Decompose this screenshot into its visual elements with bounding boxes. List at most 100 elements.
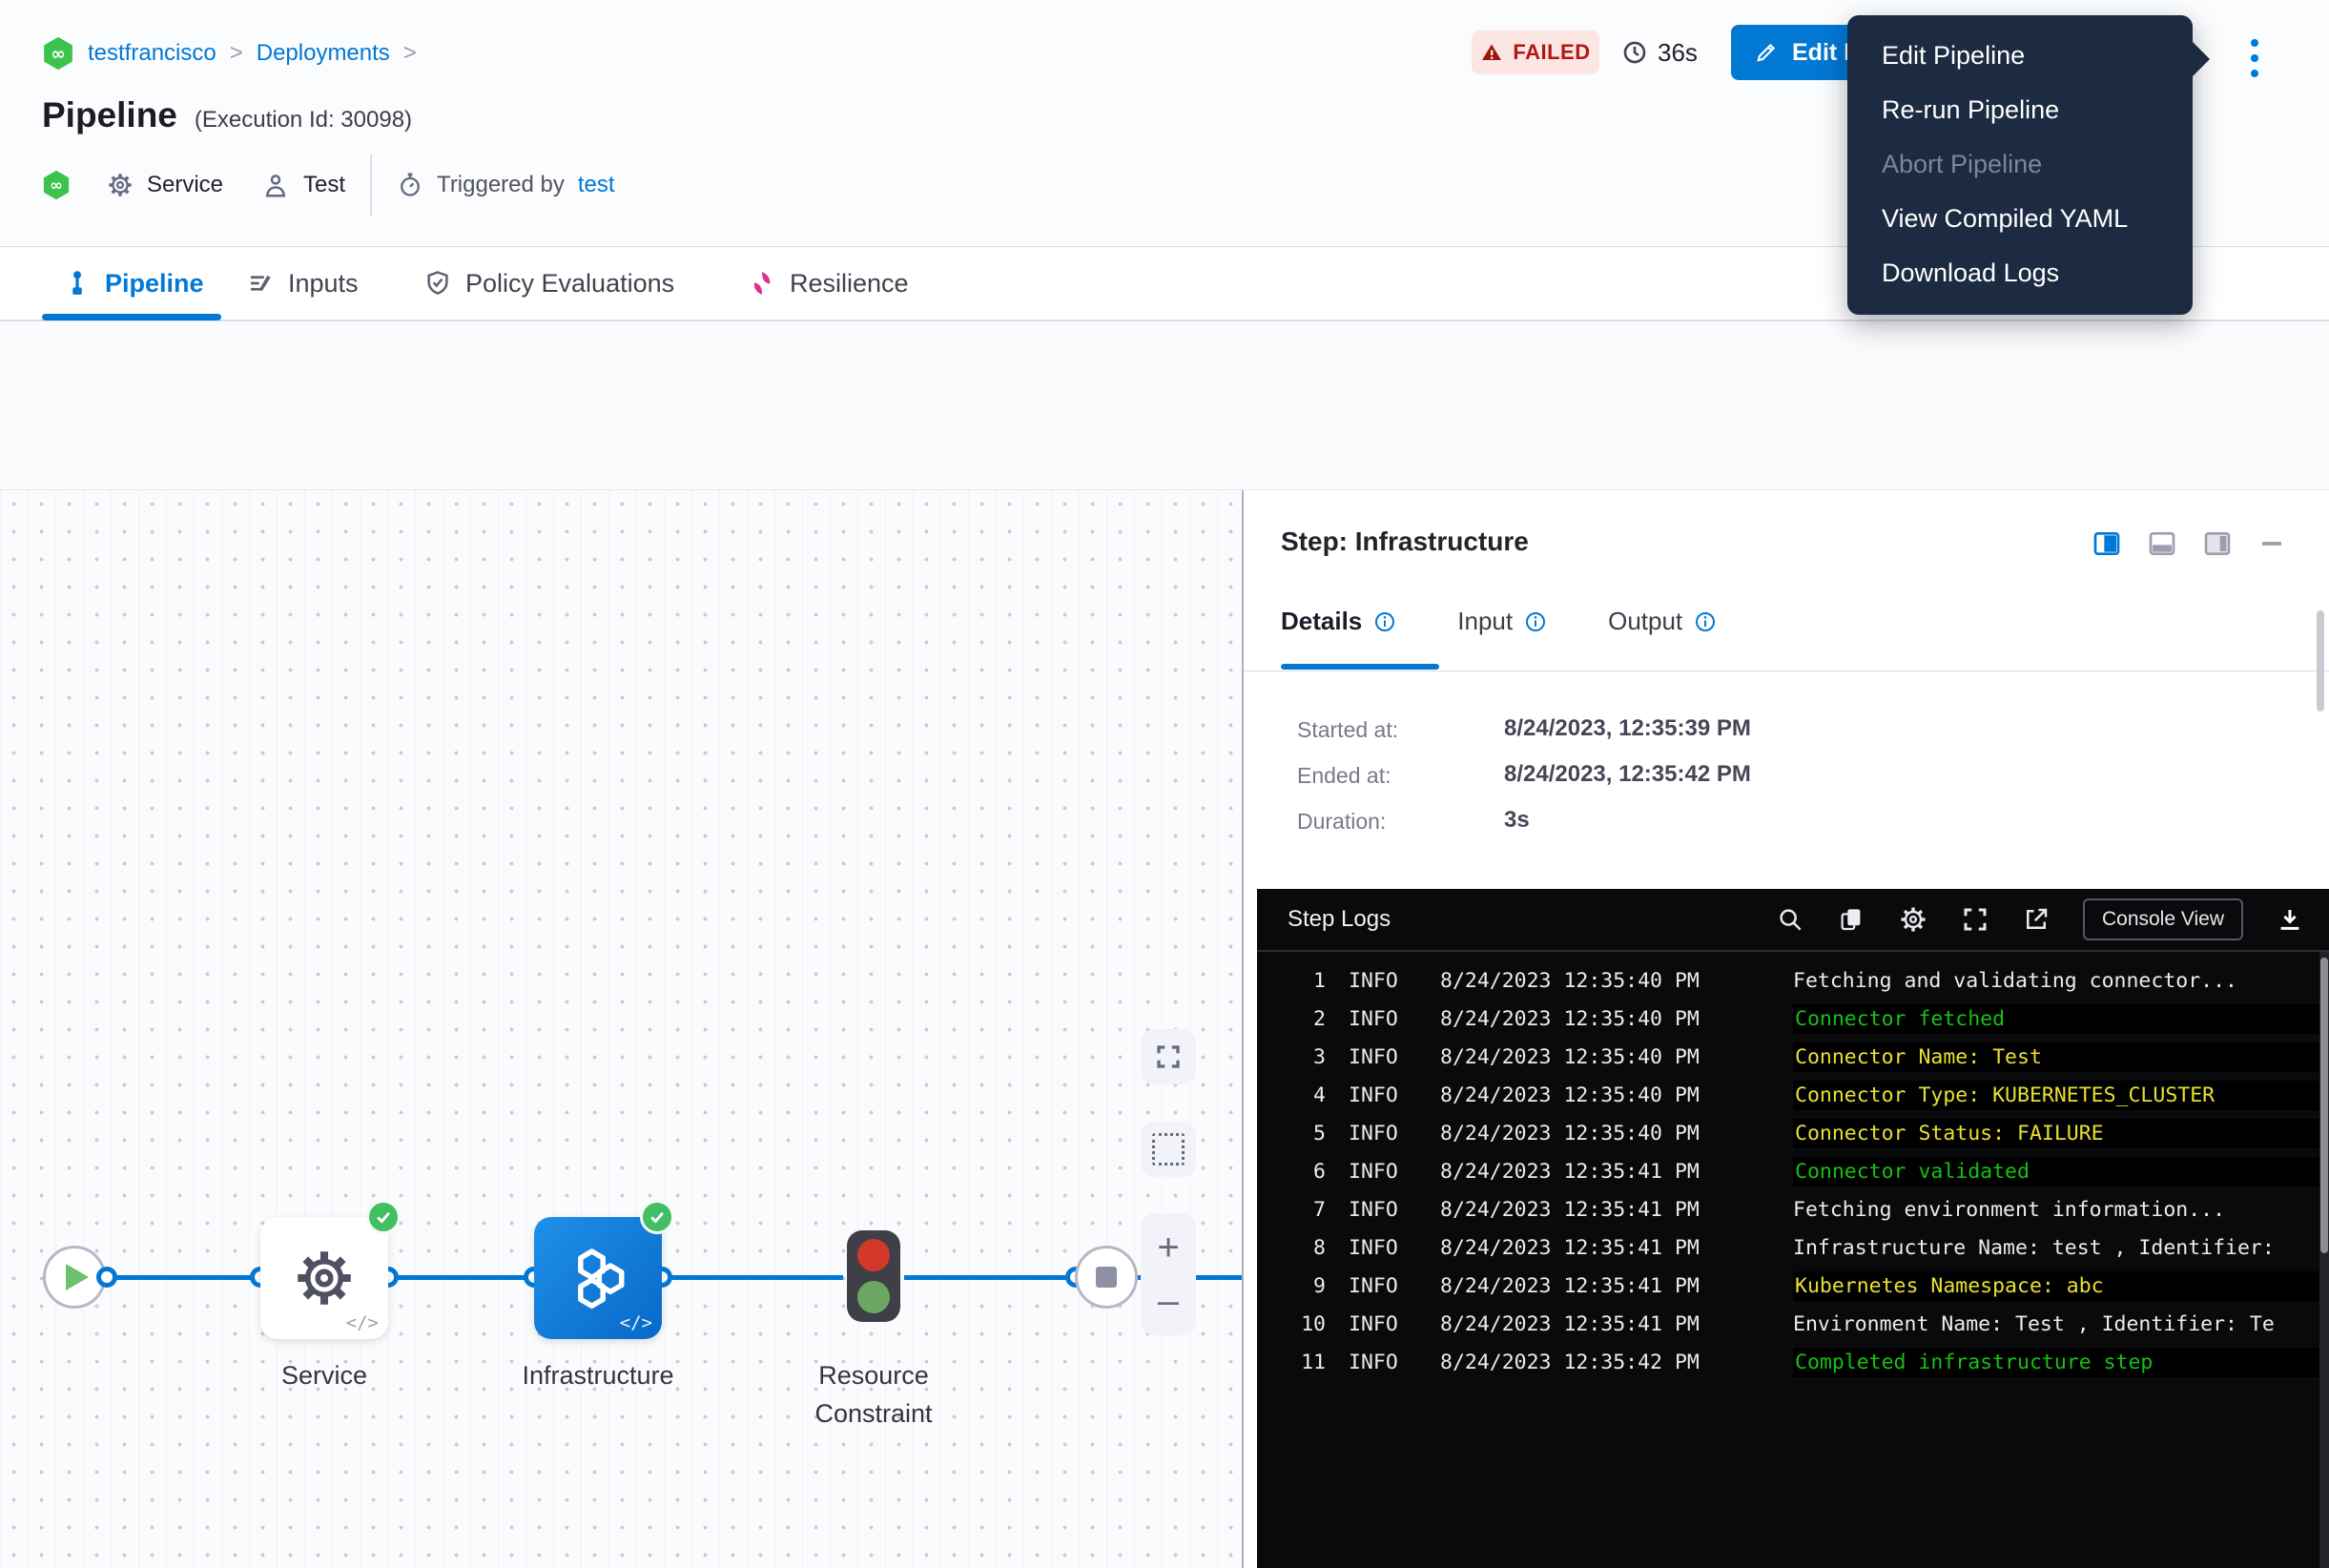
node-resource-constraint[interactable] — [847, 1230, 900, 1322]
gear-icon — [289, 1243, 360, 1313]
layout-bottom-pane-icon[interactable] — [2147, 528, 2177, 559]
tab-output[interactable]: Output — [1608, 607, 1717, 636]
active-tab-underline — [42, 314, 221, 320]
log-line-number: 3 — [1282, 1045, 1326, 1069]
marquee-select-button[interactable] — [1141, 1122, 1196, 1177]
breadcrumb-separator: > — [403, 40, 417, 67]
inputs-icon — [246, 269, 275, 298]
log-message: Infrastructure Name: test , Identifier: — [1793, 1236, 2319, 1260]
log-level: INFO — [1349, 1236, 1406, 1260]
menu-item-rerun-pipeline[interactable]: Re-run Pipeline — [1847, 83, 2193, 137]
tab-resilience[interactable]: Resilience — [748, 247, 909, 320]
warning-icon — [1480, 41, 1503, 64]
code-icon: </> — [620, 1312, 652, 1333]
tab-input[interactable]: Input — [1457, 607, 1547, 636]
log-settings-gear-icon[interactable] — [1898, 904, 1928, 935]
gear-icon — [107, 172, 134, 198]
collapse-panel-minus-icon[interactable] — [2257, 529, 2286, 558]
step-logs-header: Step Logs Console View — [1257, 889, 2329, 952]
fullscreen-canvas-button[interactable] — [1141, 1029, 1196, 1084]
breadcrumb-project-link[interactable]: testfrancisco — [88, 40, 216, 67]
info-icon — [1694, 610, 1717, 633]
svg-text:∞: ∞ — [51, 44, 65, 64]
log-message: Connector validated — [1793, 1157, 2319, 1186]
status-badge: FAILED — [1472, 31, 1599, 74]
detail-value: 8/24/2023, 12:35:39 PM — [1504, 715, 1751, 742]
step-logs-title: Step Logs — [1288, 906, 1391, 933]
log-row: 9INFO8/24/2023 12:35:41 PMKubernetes Nam… — [1257, 1267, 2319, 1305]
active-step-tab-underline — [1281, 664, 1439, 670]
log-row: 2INFO8/24/2023 12:35:40 PMConnector fetc… — [1257, 1000, 2319, 1038]
svg-text:∞: ∞ — [50, 176, 63, 195]
zoom-controls: + – — [1141, 1213, 1196, 1335]
log-line-number: 11 — [1282, 1351, 1326, 1374]
copy-logs-icon[interactable] — [1837, 905, 1865, 934]
log-message: Connector Name: Test — [1793, 1042, 2319, 1072]
tab-pipeline[interactable]: Pipeline — [63, 247, 204, 320]
log-row: 6INFO8/24/2023 12:35:41 PMConnector vali… — [1257, 1152, 2319, 1190]
download-logs-icon[interactable] — [2276, 905, 2304, 934]
success-check-icon — [640, 1200, 674, 1234]
step-panel-tabs: Details Input Output — [1281, 607, 1778, 636]
log-level: INFO — [1349, 1083, 1406, 1107]
log-line-number: 10 — [1282, 1312, 1326, 1336]
more-options-kebab-icon[interactable] — [2236, 32, 2274, 84]
pipeline-graph-canvas[interactable]: </> Service </> Infrastructure R — [0, 490, 1242, 1568]
open-in-new-icon[interactable] — [2022, 905, 2051, 934]
search-logs-icon[interactable] — [1776, 905, 1804, 934]
elapsed-time: 36s — [1621, 31, 1698, 74]
log-row: 11INFO8/24/2023 12:35:42 PMCompleted inf… — [1257, 1343, 2319, 1381]
zoom-out-button[interactable]: – — [1158, 1282, 1179, 1320]
traffic-light-red — [857, 1239, 890, 1271]
panel-scrollbar[interactable] — [2317, 610, 2324, 712]
breadcrumb-separator: > — [230, 40, 243, 67]
trigger-user-link[interactable]: test — [578, 172, 615, 198]
harness-logo-icon: ∞ — [42, 171, 71, 199]
log-row: 8INFO8/24/2023 12:35:41 PMInfrastructure… — [1257, 1228, 2319, 1267]
page-title: Pipeline — [42, 95, 177, 135]
layout-right-pane-icon[interactable] — [2092, 528, 2122, 559]
node-infrastructure[interactable]: </> — [534, 1217, 662, 1339]
menu-item-edit-pipeline[interactable]: Edit Pipeline — [1847, 29, 2193, 83]
menu-notch — [2191, 40, 2210, 78]
step-logs-console: Step Logs Console View — [1257, 889, 2329, 1568]
pipeline-options-menu: Edit Pipeline Re-run Pipeline Abort Pipe… — [1847, 15, 2193, 315]
log-message: Kubernetes Namespace: abc — [1793, 1271, 2319, 1301]
node-label-infrastructure: Infrastructure — [517, 1356, 679, 1394]
expand-logs-icon[interactable] — [1961, 905, 1989, 934]
resilience-icon — [748, 269, 776, 298]
log-level: INFO — [1349, 969, 1406, 993]
zoom-in-button[interactable]: + — [1157, 1228, 1179, 1267]
log-scrollbar-thumb[interactable] — [2320, 958, 2328, 1253]
log-timestamp: 8/24/2023 12:35:41 PM — [1440, 1236, 1726, 1260]
log-level: INFO — [1349, 1045, 1406, 1069]
tab-details[interactable]: Details — [1281, 607, 1396, 636]
detail-value: 3s — [1504, 807, 1530, 834]
node-service[interactable]: </> — [260, 1217, 388, 1339]
log-timestamp: 8/24/2023 12:35:40 PM — [1440, 1122, 1726, 1145]
log-message: Connector Status: FAILURE — [1793, 1119, 2319, 1148]
log-line-number: 2 — [1282, 1007, 1326, 1031]
service-tag-label: Service — [147, 172, 223, 198]
log-timestamp: 8/24/2023 12:35:40 PM — [1440, 1045, 1726, 1069]
log-timestamp: 8/24/2023 12:35:40 PM — [1440, 1007, 1726, 1031]
menu-item-abort-pipeline[interactable]: Abort Pipeline — [1847, 137, 2193, 192]
marquee-icon — [1152, 1133, 1185, 1166]
log-timestamp: 8/24/2023 12:35:40 PM — [1440, 969, 1726, 993]
tab-inputs[interactable]: Inputs — [246, 247, 359, 320]
log-level: INFO — [1349, 1274, 1406, 1298]
user-icon — [261, 171, 290, 199]
console-view-button[interactable]: Console View — [2083, 898, 2243, 940]
layout-right-column-icon[interactable] — [2202, 528, 2233, 559]
meta-divider — [370, 155, 372, 216]
menu-item-download-logs[interactable]: Download Logs — [1847, 246, 2193, 300]
detail-label: Duration: — [1297, 809, 1386, 835]
log-timestamp: 8/24/2023 12:35:41 PM — [1440, 1312, 1726, 1336]
log-message: Completed infrastructure step — [1793, 1348, 2319, 1377]
edge — [662, 1275, 843, 1280]
breadcrumb-deployments-link[interactable]: Deployments — [257, 40, 390, 67]
log-row: 4INFO8/24/2023 12:35:40 PMConnector Type… — [1257, 1076, 2319, 1114]
log-row: 10INFO8/24/2023 12:35:41 PMEnvironment N… — [1257, 1305, 2319, 1343]
menu-item-view-compiled-yaml[interactable]: View Compiled YAML — [1847, 192, 2193, 246]
tab-policy-evaluations[interactable]: Policy Evaluations — [423, 247, 674, 320]
